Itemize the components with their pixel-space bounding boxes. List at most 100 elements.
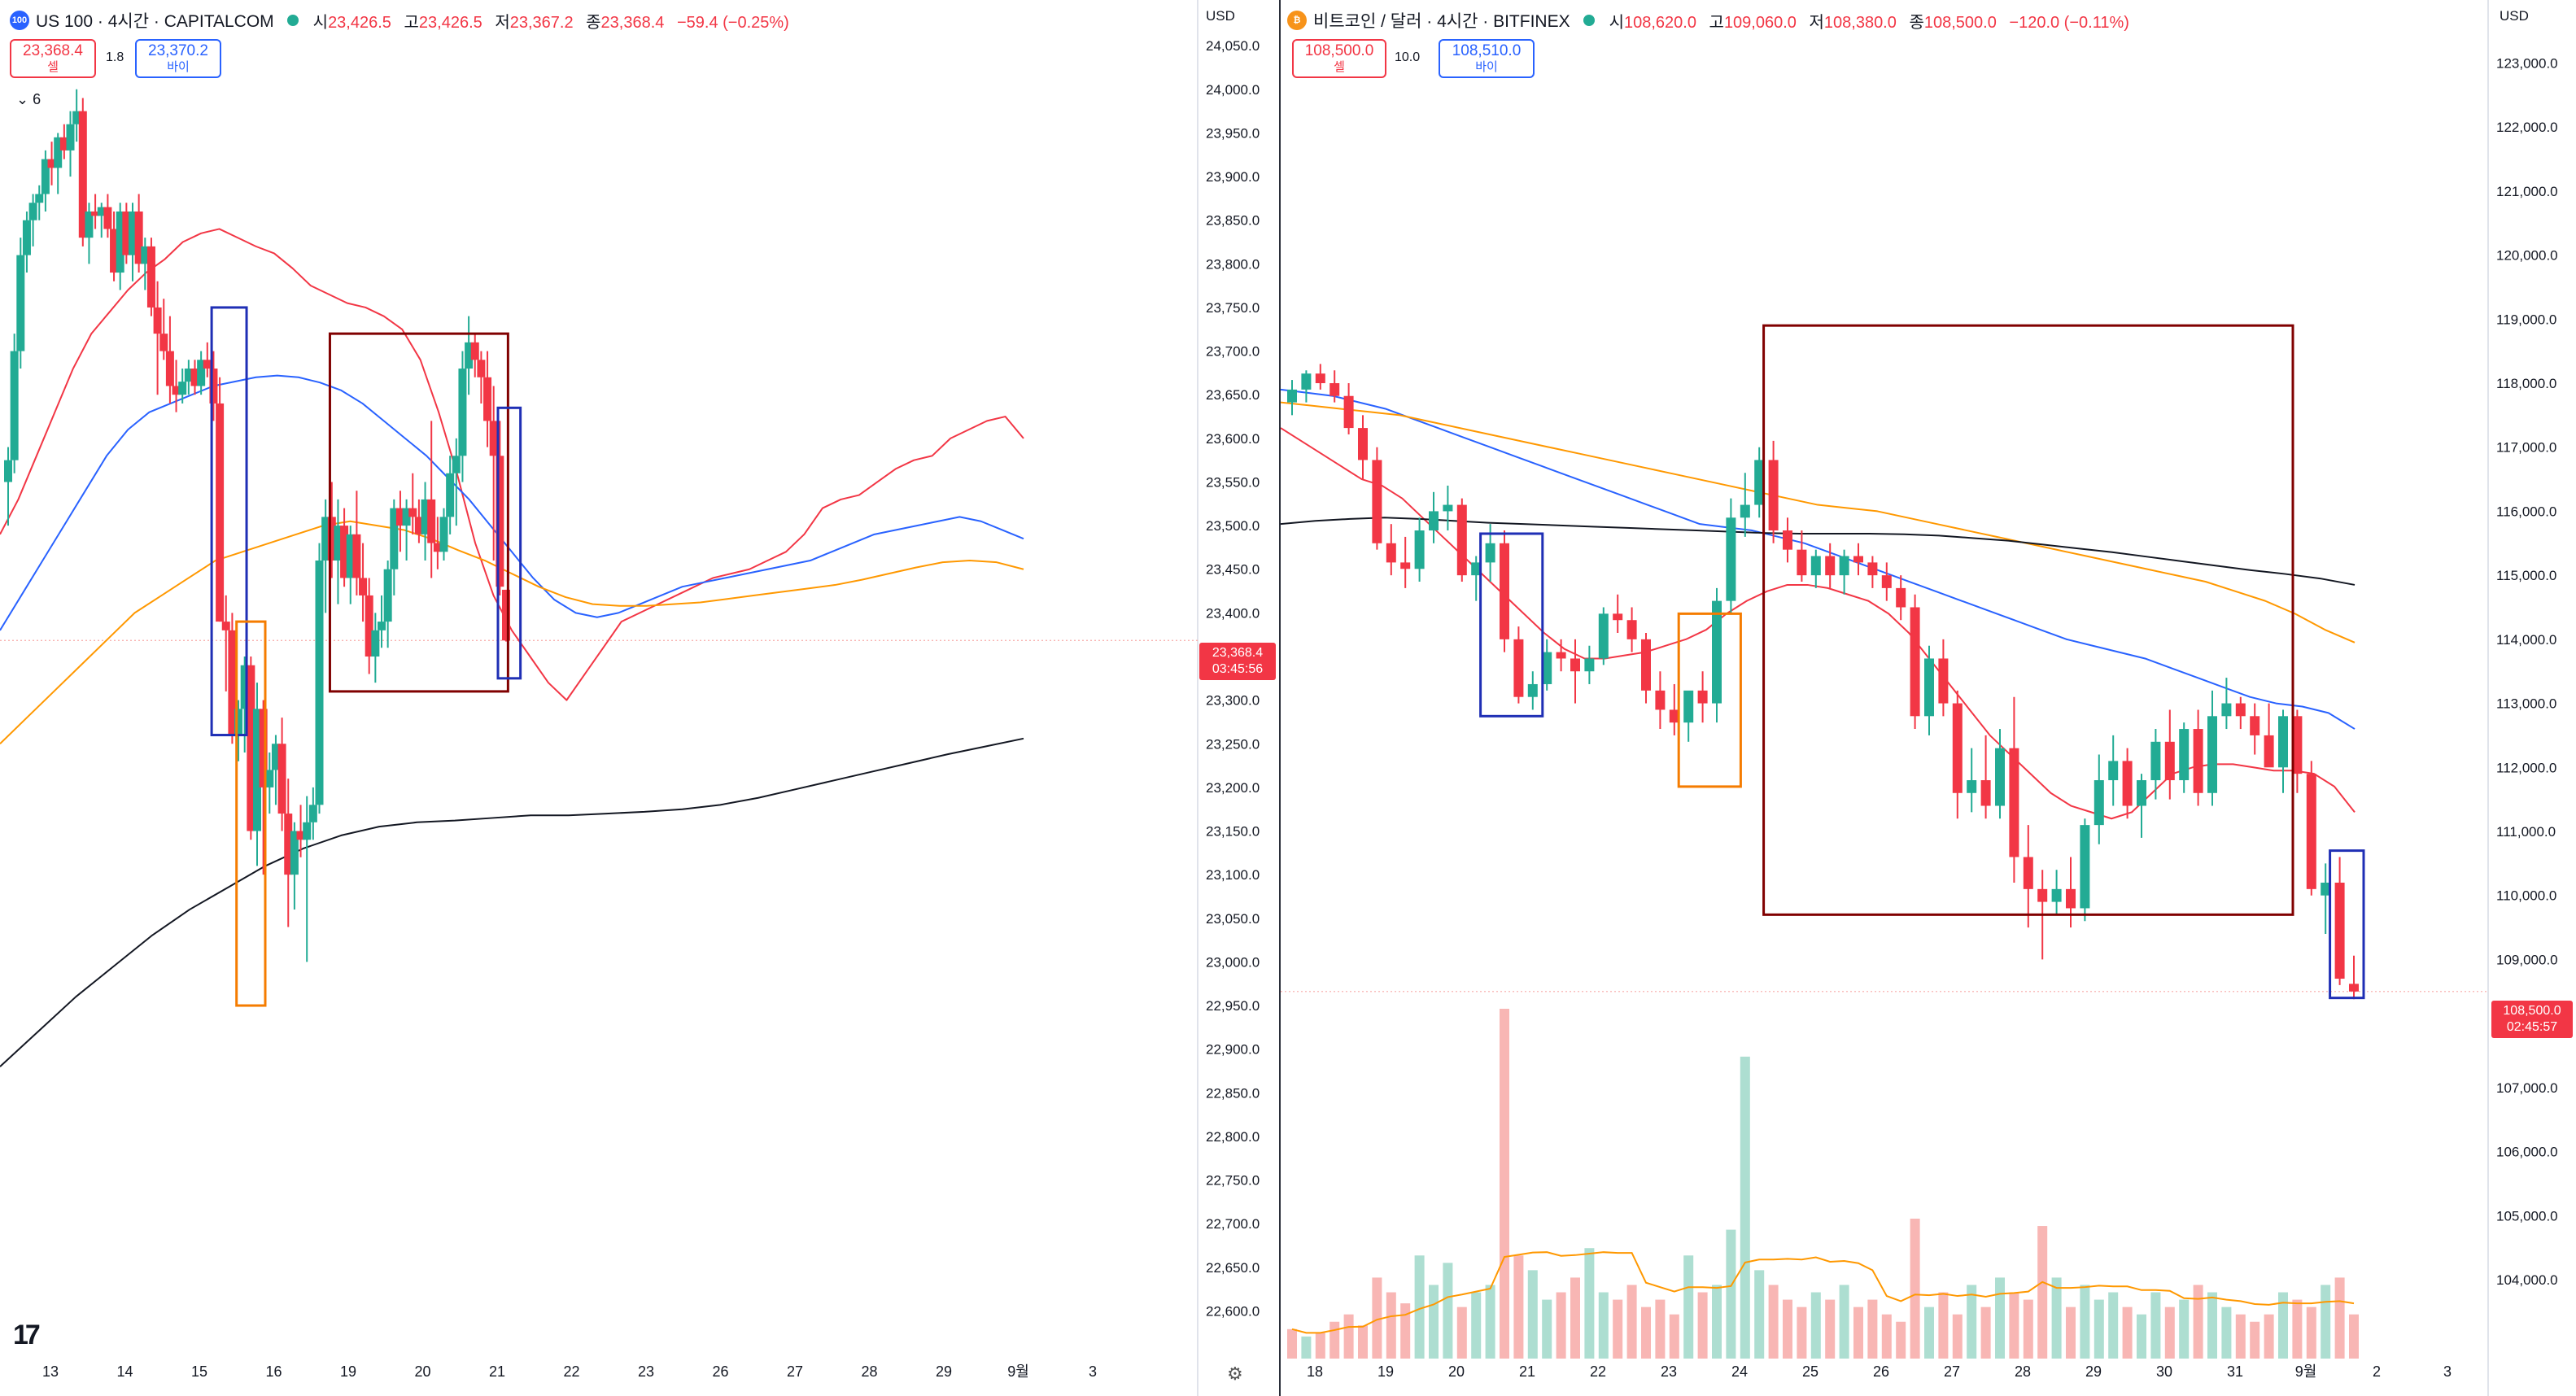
candle-body <box>2051 888 2062 902</box>
candle-body <box>2094 780 2104 826</box>
volume-bar <box>1697 1292 1708 1359</box>
candle-body <box>209 369 218 404</box>
volume-bar <box>1584 1248 1595 1359</box>
right-sell-button[interactable]: 108,500.0 셀 <box>1292 39 1386 78</box>
volume-bar <box>2122 1307 2133 1359</box>
candle-body <box>502 589 510 641</box>
candle-body <box>378 622 386 630</box>
candle-body <box>1980 780 1991 806</box>
candle-body <box>1343 395 1354 429</box>
y-tick-label: 23,150.0 <box>1206 824 1260 840</box>
candle-body <box>1754 460 1765 505</box>
left-buy-button[interactable]: 23,370.2 바이 <box>135 39 221 78</box>
right-buy-button[interactable]: 108,510.0 바이 <box>1439 39 1535 78</box>
volume-bar <box>1853 1307 1863 1359</box>
y-tick-label: 104,000.0 <box>2496 1272 2558 1288</box>
volume-bar <box>1740 1056 1750 1359</box>
panel-divider[interactable] <box>1279 0 1281 1396</box>
candle-body <box>221 622 230 630</box>
left-symbol-title[interactable]: US 100 · 4시간 · CAPITALCOM <box>36 12 274 31</box>
x-tick-label: 29 <box>2085 1363 2102 1380</box>
y-tick-label: 22,900.0 <box>1206 1042 1260 1058</box>
right-currency-label[interactable]: USD <box>2500 8 2529 24</box>
right-chart-panel[interactable]: 104,000.0 105,000.0 106,000.0 107,000.0 108,… <box>1281 0 2576 1396</box>
right-legend: ₿ 비트코인 / 달러 · 4시간 · BITFINEX 시108,620.0 … <box>1287 8 2137 33</box>
candle-body <box>184 369 193 382</box>
volume-bar <box>2066 1307 2076 1359</box>
candle-body <box>483 377 492 421</box>
y-tick-label: 122,000.0 <box>2496 120 2558 135</box>
candle-body <box>1500 543 1509 639</box>
candle-body <box>303 822 312 840</box>
volume-bar <box>1301 1336 1312 1359</box>
candle-body <box>1626 620 1637 639</box>
candle-body <box>1456 504 1467 576</box>
volume-bar <box>1500 1009 1509 1359</box>
candle-body <box>22 220 31 255</box>
left-chart-canvas[interactable]: 22,600.0 22,650.0 22,700.0 22,750.0 22,800.0… <box>0 0 1279 1396</box>
candle-body <box>477 360 486 377</box>
y-tick-label: 23,500.0 <box>1206 518 1260 534</box>
indicator-toggle[interactable]: ⌄ 6 <box>16 91 41 107</box>
candle-body <box>234 709 243 735</box>
volume-bar <box>2221 1307 2232 1359</box>
volume-bar <box>1315 1333 1325 1359</box>
volume-bar <box>1641 1307 1651 1359</box>
candle-body <box>1613 613 1623 621</box>
right-symbol-title[interactable]: 비트코인 / 달러 · 4시간 · BITFINEX <box>1313 12 1570 31</box>
volume-bar <box>2193 1285 2203 1359</box>
left-legend: 100 US 100 · 4시간 · CAPITALCOM 시23,426.5 … <box>10 8 797 33</box>
annotation-box <box>1479 532 1544 718</box>
left-sell-button[interactable]: 23,368.4 셀 <box>10 39 96 78</box>
left-currency-label[interactable]: USD <box>1206 8 1235 24</box>
volume-bar <box>1655 1299 1666 1359</box>
x-tick-label: 20 <box>414 1363 430 1380</box>
y-tick-label: 23,900.0 <box>1206 169 1260 185</box>
candle-body <box>172 386 181 395</box>
candle-body <box>371 630 380 657</box>
candle-body <box>1867 562 1878 576</box>
x-tick-label: 19 <box>340 1363 356 1380</box>
candle-body <box>489 421 498 456</box>
right-last-price-tag: 108,500.0 02:45:57 <box>2491 1001 2573 1038</box>
candle-body <box>2278 716 2288 768</box>
candle-body <box>2122 761 2133 806</box>
right-chart-canvas[interactable]: 104,000.0 105,000.0 106,000.0 107,000.0 108,… <box>1281 0 2576 1396</box>
y-tick-label: 22,750.0 <box>1206 1173 1260 1189</box>
x-tick-label: 19 <box>1378 1363 1394 1380</box>
candle-body <box>228 630 237 735</box>
volume-bar <box>1754 1270 1765 1359</box>
candle-body <box>2250 716 2260 735</box>
annotation-box <box>235 620 267 1007</box>
volume-bar <box>1443 1263 1453 1359</box>
candle-body <box>315 561 324 805</box>
candle-body <box>1726 517 1736 601</box>
y-tick-label: 123,000.0 <box>2496 55 2558 71</box>
left-chart-panel[interactable]: 22,600.0 22,650.0 22,700.0 22,750.0 22,800.0… <box>0 0 1279 1396</box>
candle-body <box>1386 543 1396 563</box>
volume-bar <box>1598 1292 1609 1359</box>
volume-bar <box>1995 1277 2005 1359</box>
volume-bar <box>2250 1321 2260 1359</box>
y-tick-label: 23,700.0 <box>1206 344 1260 360</box>
candle-body <box>2264 735 2274 768</box>
tradingview-logo-icon[interactable]: 17 <box>13 1320 41 1350</box>
candle-body <box>41 159 50 194</box>
volume-bar <box>1542 1299 1552 1359</box>
volume-bar <box>2179 1299 2190 1359</box>
candle-body <box>28 203 37 220</box>
candle-body <box>1995 748 2005 806</box>
candle-body <box>290 831 299 875</box>
candle-body <box>1938 658 1949 704</box>
market-open-dot-icon <box>286 15 299 26</box>
moving-average-line <box>1281 388 2356 730</box>
annotation-box <box>1762 324 2294 916</box>
candle-body <box>2137 780 2146 806</box>
candle-body <box>2179 729 2190 781</box>
volume-bar <box>2023 1299 2033 1359</box>
y-tick-label: 22,850.0 <box>1206 1085 1260 1101</box>
x-tick-label: 9월 <box>2295 1363 2317 1380</box>
settings-gear-icon[interactable]: ⚙ <box>1227 1363 1243 1384</box>
candle-body <box>240 665 249 709</box>
candle-body <box>1485 543 1495 563</box>
